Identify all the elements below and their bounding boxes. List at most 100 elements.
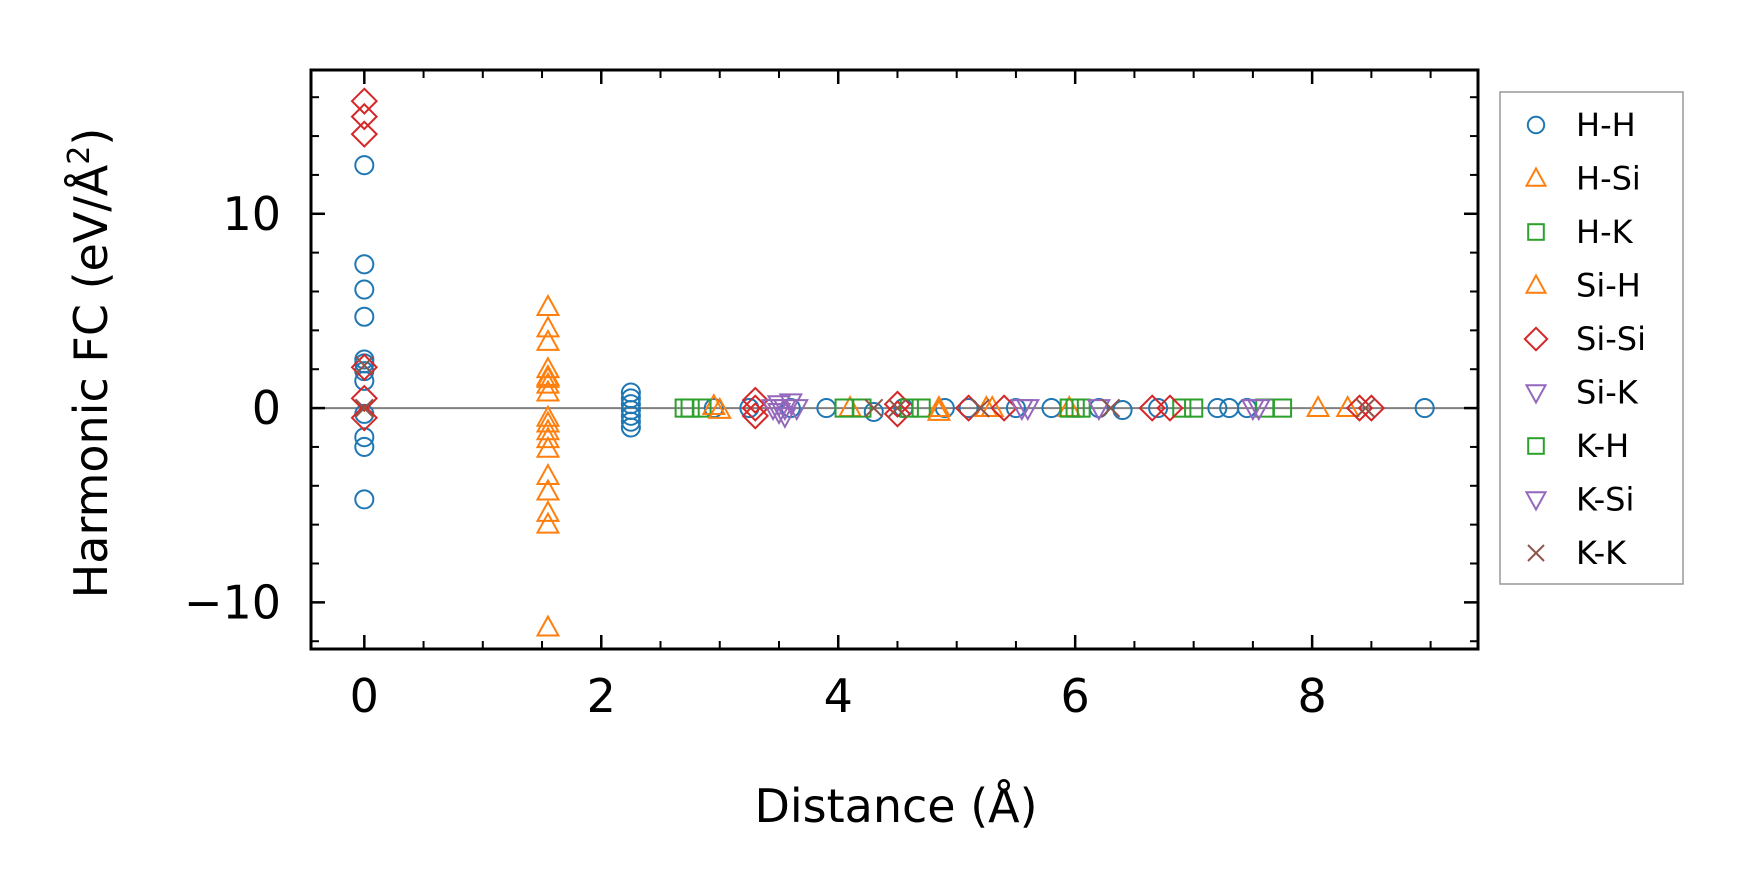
point-h-si — [535, 499, 561, 522]
series-si-h — [535, 365, 1005, 427]
point-h-si — [926, 395, 952, 417]
point-h-si — [535, 379, 561, 402]
point-h-si — [535, 410, 561, 433]
x-tick-label: 0 — [350, 669, 379, 723]
point-h-h — [1005, 398, 1026, 419]
legend-marker-k-h — [1527, 437, 1545, 455]
point-k-si — [1009, 399, 1035, 422]
point-k-h — [1065, 398, 1085, 418]
point-si-k — [766, 403, 792, 426]
legend-item-si-k: Si-K — [1524, 374, 1639, 412]
point-h-k — [911, 398, 931, 418]
point-si-h — [707, 396, 732, 419]
point-h-si — [535, 328, 561, 351]
point-h-h — [739, 398, 760, 419]
legend-item-h-h: H-H — [1526, 106, 1636, 144]
point-h-si — [535, 511, 561, 534]
point-si-k — [1086, 399, 1112, 422]
point-si-k — [784, 399, 809, 422]
x-tick-label: 2 — [587, 669, 616, 723]
point-k-si — [1246, 399, 1271, 422]
y-tick-label: 0 — [252, 381, 281, 435]
legend-label-si-si: Si-Si — [1576, 320, 1646, 358]
axes: 0 2 4 6 8 −10 0 10 — [184, 68, 1480, 723]
point-h-k — [692, 398, 712, 418]
point-si-h — [926, 398, 952, 421]
point-h-h — [354, 155, 375, 176]
point-h-k — [1172, 398, 1192, 418]
legend-marker-h-si — [1524, 166, 1548, 187]
point-si-h — [535, 365, 561, 388]
point-k-k — [1101, 398, 1121, 418]
point-h-si — [1335, 395, 1360, 417]
plot-area — [311, 87, 1478, 637]
series-k-si — [760, 399, 1271, 429]
point-h-si — [535, 426, 561, 449]
point-si-si — [350, 384, 379, 413]
point-si-si — [741, 386, 770, 415]
point-si-si — [350, 102, 379, 131]
point-h-h — [1207, 398, 1228, 419]
legend-frame — [1499, 91, 1684, 585]
y-axis-title-close: ) — [64, 128, 118, 146]
y-axis-title: Harmonic FC (eV/Å2) — [62, 128, 118, 599]
point-h-h — [354, 306, 375, 327]
legend-label-h-si: H-Si — [1576, 160, 1641, 198]
point-h-si — [535, 478, 561, 501]
point-k-si — [772, 406, 798, 429]
point-k-si — [760, 399, 786, 422]
legend-label-si-h: Si-H — [1576, 267, 1641, 305]
point-h-si — [535, 356, 561, 379]
legend-marker-si-si — [1523, 326, 1549, 352]
legend-marker-si-k — [1524, 384, 1548, 405]
legend-item-k-h: K-H — [1527, 427, 1629, 465]
legend-item-si-h: Si-H — [1524, 267, 1641, 305]
legend-item-h-k: H-K — [1527, 213, 1634, 251]
point-h-si — [535, 614, 561, 637]
point-si-si — [1357, 394, 1386, 422]
point-si-h — [980, 395, 1005, 417]
point-h-h — [354, 427, 375, 448]
series-k-k — [354, 355, 1375, 418]
point-h-h — [620, 411, 641, 432]
point-si-si — [1156, 394, 1184, 422]
y-axis-title-main: Harmonic FC (eV/Å — [64, 164, 118, 598]
point-h-h — [1148, 398, 1169, 419]
point-h-h — [620, 417, 641, 438]
x-tick-label: 8 — [1297, 669, 1326, 723]
legend-label-k-h: K-H — [1576, 427, 1629, 465]
point-k-k — [887, 398, 907, 418]
point-h-h — [354, 279, 375, 300]
data-points — [350, 87, 1435, 637]
legend-marker-k-si — [1524, 491, 1548, 512]
point-h-h — [620, 405, 641, 426]
point-si-si — [1345, 394, 1374, 422]
point-k-h — [680, 398, 700, 418]
x-tick-label: 6 — [1061, 669, 1090, 723]
series-k-h — [680, 398, 1204, 418]
legend-marker-k-k — [1527, 544, 1545, 562]
point-si-k — [766, 395, 792, 418]
legend-label-k-si: K-Si — [1576, 481, 1634, 519]
point-k-k — [354, 398, 374, 418]
point-si-h — [535, 404, 561, 427]
point-h-h — [1414, 398, 1435, 419]
point-si-si — [350, 404, 379, 432]
point-si-si — [350, 87, 379, 115]
point-k-h — [1184, 398, 1204, 418]
point-si-si — [350, 353, 379, 382]
point-k-k — [354, 355, 374, 375]
point-k-k — [970, 398, 990, 418]
legend-marker-si-h — [1524, 273, 1548, 294]
x-axis-title: Distance (Å) — [754, 779, 1037, 833]
point-h-si — [701, 393, 726, 416]
legend: H-H H-Si H-K Si-H Si-Si Si-K K-H K-Si K-K — [1499, 91, 1684, 585]
legend-item-h-si: H-Si — [1524, 160, 1641, 198]
legend-label-k-k: K-K — [1576, 534, 1627, 572]
legend-item-k-si: K-Si — [1524, 481, 1634, 519]
x-tick-label: 4 — [824, 669, 853, 723]
point-si-k — [772, 399, 798, 422]
point-h-si — [535, 463, 561, 485]
point-h-h — [354, 436, 375, 457]
point-si-si — [883, 400, 912, 428]
